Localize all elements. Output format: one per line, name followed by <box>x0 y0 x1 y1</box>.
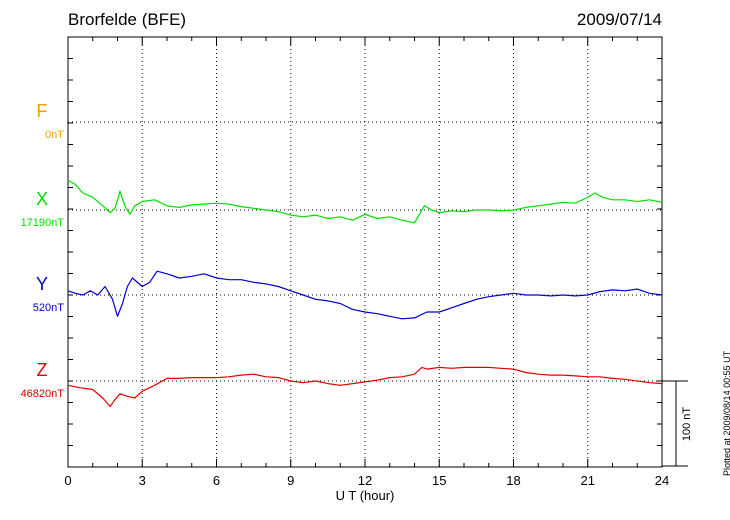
x-tick-label: 18 <box>506 473 520 488</box>
x-tick-label: 15 <box>432 473 446 488</box>
x-axis-title: U T (hour) <box>335 488 395 503</box>
series-name-x: X <box>36 189 48 209</box>
x-tick-label: 21 <box>581 473 595 488</box>
series-name-z: Z <box>37 360 48 380</box>
scale-bar-label: 100 nT <box>681 407 693 442</box>
series-line-y <box>67 270 663 320</box>
series-name-f: F <box>37 101 48 121</box>
series-line-x <box>67 179 663 224</box>
series-baseline-label-y: 520nT <box>33 302 64 314</box>
series-baseline-label-z: 46820nT <box>21 388 65 400</box>
series-name-y: Y <box>36 274 48 294</box>
series-baseline-label-f: 0nT <box>45 129 64 141</box>
series-line-z <box>67 366 663 408</box>
x-tick-label: 6 <box>213 473 220 488</box>
plot-date: 2009/07/14 <box>576 10 662 29</box>
x-tick-label: 24 <box>655 473 669 488</box>
x-tick-label: 3 <box>139 473 146 488</box>
station-title: Brorfelde (BFE) <box>68 10 187 29</box>
x-tick-label: 12 <box>358 473 372 488</box>
plot-timestamp-note: Plotted at 2009/08/14 00:55 UT <box>722 350 730 476</box>
x-tick-label: 9 <box>287 473 294 488</box>
x-tick-label: 0 <box>64 473 71 488</box>
series-baseline-label-x: 17190nT <box>21 217 65 229</box>
